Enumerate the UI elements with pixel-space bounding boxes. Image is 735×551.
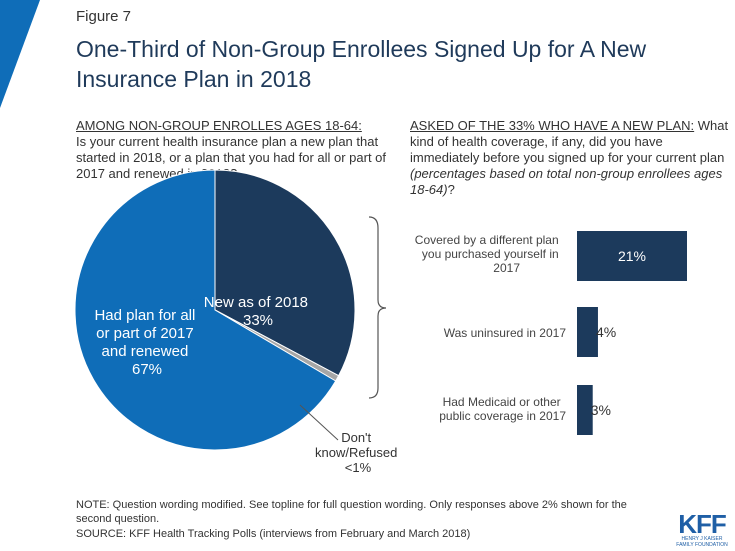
right-question-end: ? xyxy=(447,182,455,197)
bar-category-label-0: Covered by a different plan you purchase… xyxy=(415,233,562,275)
bar-category-label-1: Was uninsured in 2017 xyxy=(444,326,567,340)
bracket xyxy=(368,216,387,399)
source-text: SOURCE: KFF Health Tracking Polls (inter… xyxy=(76,528,471,540)
bar-value-label-2: 3% xyxy=(591,402,611,418)
bar-value-label-0: 21% xyxy=(618,248,646,264)
right-question-text: What kind of health coverage, if any, di… xyxy=(410,118,729,165)
logo-subtext: HENRY J KAISER FAMILY FOUNDATION xyxy=(676,536,728,548)
bar-category-label-2: Had Medicaid or other public coverage in… xyxy=(439,395,566,423)
pie-slice-2 xyxy=(74,169,337,451)
right-question: ASKED OF THE 33% WHO HAVE A NEW PLAN: Wh… xyxy=(410,118,730,198)
note-text: NOTE: Question wording modified. See top… xyxy=(76,499,627,525)
left-question-text: Is your current health insurance plan a … xyxy=(76,134,387,181)
pie-label-new: New as of 2018 33% xyxy=(204,294,312,329)
logo-text: KFF xyxy=(678,509,727,539)
pie-slice-0 xyxy=(214,169,356,377)
left-question: AMONG NON-GROUP ENROLLES AGES 18-64: Is … xyxy=(76,118,396,182)
bar-0 xyxy=(577,231,687,281)
bar-value-label-1: 4% xyxy=(596,324,616,340)
kff-logo: KFF HENRY J KAISER FAMILY FOUNDATION xyxy=(676,509,728,548)
figure-label: Figure 7 xyxy=(76,8,132,25)
right-question-lead: ASKED OF THE 33% WHO HAVE A NEW PLAN: xyxy=(410,118,695,133)
dk-leader-line xyxy=(299,404,339,441)
left-question-lead: AMONG NON-GROUP ENROLLES AGES 18-64: xyxy=(76,118,362,133)
bar-1 xyxy=(577,307,598,357)
bar-2 xyxy=(577,385,593,435)
pie-label-renewed: Had plan for all or part of 2017 and ren… xyxy=(94,307,199,378)
chart-title: One-Third of Non-Group Enrollees Signed … xyxy=(76,36,647,92)
right-question-italic: (percentages based on total non-group en… xyxy=(410,166,723,197)
pie-label-dk: Don't know/Refused <1% xyxy=(315,430,401,475)
corner-accent xyxy=(0,0,40,108)
